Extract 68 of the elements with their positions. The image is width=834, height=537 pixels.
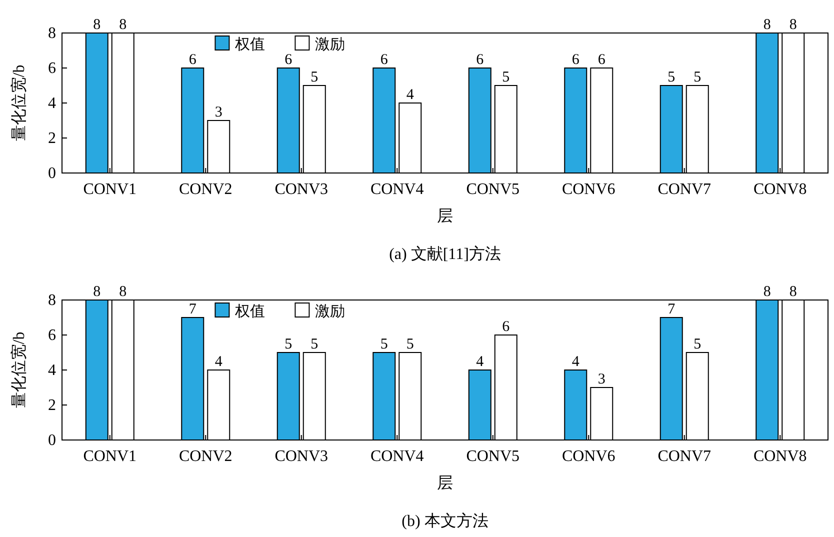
- data-label: 6: [502, 319, 510, 335]
- text: (a) 文献[11]方法: [389, 245, 501, 263]
- y-tick-label: 8: [48, 25, 56, 42]
- data-label: 7: [188, 302, 197, 318]
- data-label: 6: [380, 52, 388, 68]
- data-label: 8: [789, 17, 797, 33]
- data-label: 5: [406, 336, 414, 352]
- y-tick-label: 8: [48, 292, 56, 309]
- data-label: 4: [476, 354, 484, 370]
- data-label: 5: [694, 70, 702, 86]
- x-tick-label: CONV2: [178, 181, 232, 198]
- data-label: 8: [763, 284, 771, 300]
- x-tick-label: CONV8: [753, 181, 807, 198]
- y-tick-label: 2: [48, 397, 56, 414]
- data-label: 5: [310, 70, 318, 86]
- legend-label: 权值: [234, 303, 266, 320]
- data-label: 7: [668, 302, 676, 318]
- y-tick-label: 0: [48, 432, 56, 449]
- data-label: 5: [694, 336, 702, 352]
- data-label: 4: [406, 87, 414, 103]
- y-axis-title: 量化位宽/b: [10, 64, 28, 142]
- data-label: 5: [502, 70, 510, 86]
- x-tick-label: CONV5: [466, 448, 520, 465]
- x-tick-label: CONV6: [562, 448, 616, 465]
- x-tick-label: CONV4: [370, 448, 424, 465]
- x-axis-title: 层: [437, 208, 453, 225]
- x-tick-label: CONV6: [562, 181, 616, 198]
- data-label: 8: [93, 284, 101, 300]
- data-label: 8: [119, 17, 127, 33]
- data-label: 8: [763, 17, 771, 33]
- x-tick-label: CONV2: [178, 448, 232, 465]
- data-label: 5: [668, 70, 676, 86]
- data-label: 3: [598, 372, 606, 388]
- y-tick-label: 6: [48, 60, 56, 77]
- legend-label: 激励: [315, 36, 346, 53]
- legend-label: 激励: [315, 303, 346, 320]
- x-tick-label: CONV5: [466, 181, 520, 198]
- data-label: 8: [119, 284, 127, 300]
- data-label: 6: [188, 52, 197, 68]
- y-tick-label: 6: [48, 327, 56, 344]
- data-label: 5: [284, 336, 292, 352]
- y-tick-label: 2: [48, 130, 56, 147]
- data-label: 4: [214, 354, 223, 370]
- data-label: 4: [572, 354, 580, 370]
- y-axis-title: 量化位宽/b: [10, 332, 28, 408]
- data-label: 6: [572, 52, 580, 68]
- y-tick-label: 4: [48, 95, 56, 112]
- data-label: 6: [284, 52, 293, 68]
- text: (b) 本文方法: [402, 512, 488, 530]
- x-tick-label: CONV3: [274, 181, 328, 198]
- x-axis-title: 层: [437, 475, 453, 492]
- data-label: 5: [380, 336, 388, 352]
- data-label: 6: [598, 52, 606, 68]
- data-label: 6: [476, 52, 484, 68]
- x-tick-label: CONV8: [753, 448, 807, 465]
- y-tick-label: 0: [48, 165, 56, 182]
- data-label: 3: [214, 104, 222, 120]
- x-tick-label: CONV3: [274, 448, 328, 465]
- x-tick-label: CONV7: [658, 181, 712, 198]
- y-tick-label: 4: [48, 362, 56, 379]
- data-label: 8: [789, 284, 797, 300]
- x-tick-label: CONV4: [370, 181, 424, 198]
- legend-label: 权值: [234, 36, 266, 53]
- data-label: 5: [310, 336, 318, 352]
- x-tick-label: CONV1: [83, 448, 137, 465]
- x-tick-label: CONV1: [83, 181, 137, 198]
- x-tick-label: CONV7: [658, 448, 712, 465]
- data-label: 8: [93, 17, 101, 33]
